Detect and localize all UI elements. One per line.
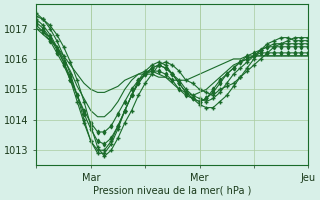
X-axis label: Pression niveau de la mer( hPa ): Pression niveau de la mer( hPa ): [93, 186, 252, 196]
